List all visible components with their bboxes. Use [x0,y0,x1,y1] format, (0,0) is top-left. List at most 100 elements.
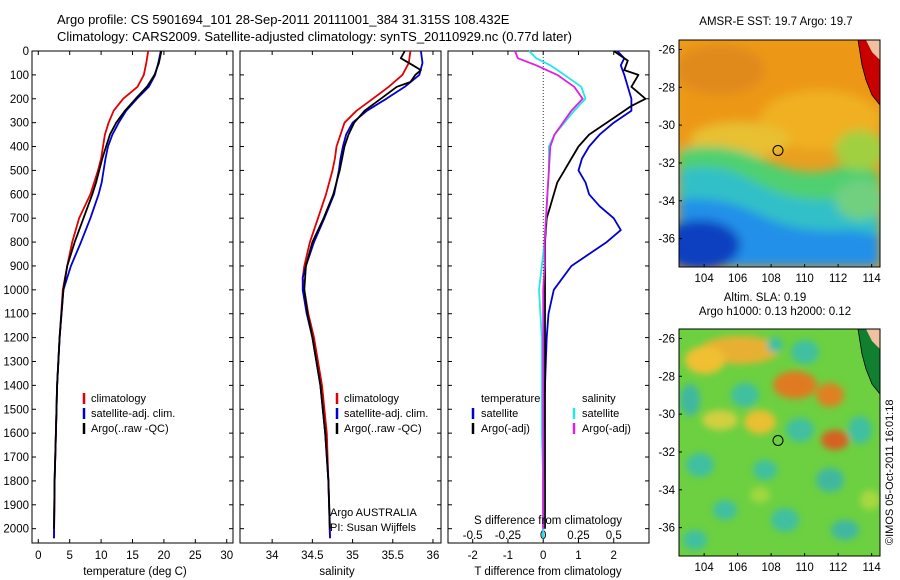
legend-label-temp-argo: Argo(-adj) [481,423,530,435]
depth-tick-label: 500 [10,165,29,177]
depth-tick-label: 1700 [3,452,29,464]
series-line-satellite-adj-clim- [301,50,424,539]
x-tick-label: -2 [468,550,478,562]
s-diff-tick-label: -0.25 [495,530,521,542]
series-line-salinity-satellite [528,50,587,539]
map-axes: 104 106 108 110 112 114 -26 -28 -30 -32 -34 -36 104 1… [658,44,881,574]
map-x-tick-label: 108 [762,273,781,285]
map-y-tick-label: -30 [658,409,675,421]
legend-label-satellite: satellite-adj. clim. [91,408,175,420]
x-tick-label: 20 [158,550,171,562]
map-x-tick-label: 114 [862,562,881,574]
depth-tick-label: 700 [10,213,29,225]
depth-tick-label: 1300 [3,356,29,368]
salinity-legend: climatology satellite-adj. clim. Argo(..… [335,393,428,435]
x-tick-label: 25 [189,550,202,562]
depth-tick-label: 2000 [3,524,29,536]
x-tick-label: 35.5 [382,550,404,562]
depth-tick-label: 1900 [3,500,29,512]
x-tick-label: 0 [540,550,546,562]
map-x-tick-label: 114 [862,273,881,285]
legend-label-climatology: climatology [344,393,400,405]
x-tick-label: 2 [611,550,617,562]
difference-xlabel: T difference from climatology [474,566,621,578]
map-y-tick-label: -26 [658,333,675,345]
x-tick-label: 35 [346,550,359,562]
sla-map-panel: Altim. SLA: 0.19 Argo h1000: 0.13 h2000:… [678,292,881,557]
difference-panel: -2 -1 0 1 2-0.5 -0.25 0 0.25 0.5 [447,50,650,562]
series-line-temperature-satellite [542,50,633,539]
temperature-legend: climatology satellite-adj. clim. Argo(..… [82,393,175,435]
legend-label-temp-satellite: satellite [481,408,518,420]
difference-top-xlabel: S difference from climatology [474,515,622,527]
x-tick-label: 34.5 [301,550,323,562]
s-diff-tick-label: 0.5 [606,530,622,542]
temperature-xlabel: temperature (deg C) [83,566,187,578]
map-y-tick-label: -30 [658,120,675,132]
map-x-tick-label: 106 [728,562,747,574]
legend-label-satellite: satellite-adj. clim. [344,408,428,420]
depth-tick-label: 1400 [3,380,29,392]
s-diff-tick-label: -0.5 [463,530,483,542]
argo-annotation-line2: PI: Susan Wijffels [330,522,416,534]
x-tick-label: 36 [427,550,440,562]
map-x-tick-label: 104 [695,273,715,285]
map-y-tick-label: -32 [658,158,675,170]
series-line-argo-raw-qc- [53,50,163,529]
legend-label-sal-satellite: satellite [582,408,619,420]
legend-title-temperature: temperature [481,393,540,405]
argo-annotation-line1: Argo AUSTRALIA [330,507,417,519]
map-x-tick-label: 112 [829,562,847,574]
map-x-tick-label: 112 [829,273,847,285]
depth-tick-label: 200 [10,94,29,106]
depth-tick-label: 900 [10,261,29,273]
sst-argo-marker [772,145,784,156]
credit-text: ©IMOS 05-Oct-2011 16:01:18 [884,400,896,545]
depth-tick-label: 300 [10,118,29,130]
legend-label-argo: Argo(..raw -QC) [344,423,422,435]
x-tick-label: 15 [126,550,139,562]
series-line-argo-raw-qc- [303,50,422,529]
series-line-climatology [53,50,150,539]
map-y-tick-label: -28 [658,371,675,383]
s-diff-tick-label: 0.25 [567,530,589,542]
depth-tick-label: 400 [10,142,29,154]
x-tick-label: 30 [220,550,233,562]
sst-map-panel: AMSR-E SST: 19.7 Argo: 19.7 [678,16,881,268]
x-tick-label: 0 [35,550,41,562]
map-x-tick-label: 106 [728,273,747,285]
depth-tick-label: 100 [10,70,29,82]
legend-label-climatology: climatology [91,393,147,405]
map-y-tick-label: -36 [658,523,675,535]
series-line-temperature-argo-adj- [544,50,647,529]
difference-legend: temperature satellite Argo(-adj) salinit… [471,393,631,435]
x-tick-label: 1 [575,550,581,562]
sla-argo-marker [772,435,784,446]
x-tick-label: 34 [266,550,279,562]
depth-tick-label: 1600 [3,428,29,440]
series-line-climatology [301,50,412,539]
figure-title-line1: Argo profile: CS 5901694_101 28-Sep-2011… [57,12,510,27]
depth-tick-label: 1800 [3,476,29,488]
depth-tick-label: 1100 [4,309,29,321]
sla-map-field [679,329,880,556]
map-x-tick-label: 104 [695,562,715,574]
plot-frame [239,50,442,544]
figure-title-line2: Climatology: CARS2009. Satellite-adjuste… [57,29,572,44]
map-y-tick-label: -36 [658,234,675,246]
temperature-panel: 0100200300400500600700800900100011001200… [3,46,234,562]
map-x-tick-label: 108 [762,562,781,574]
x-tick-label: 5 [66,550,72,562]
series-line-salinity-argo-adj- [514,50,584,529]
legend-title-salinity: salinity [582,393,616,405]
map-y-tick-label: -34 [658,485,675,497]
legend-label-sal-argo: Argo(-adj) [582,423,631,435]
map-y-tick-label: -32 [658,447,675,459]
salinity-panel: 34 34.5 35 35.5 36 [239,50,442,562]
depth-tick-label: 1500 [3,404,29,416]
sst-map-field [679,40,880,267]
salinity-xlabel: salinity [319,566,354,578]
map-y-tick-label: -28 [658,82,675,94]
depth-tick-label: 600 [10,189,29,201]
